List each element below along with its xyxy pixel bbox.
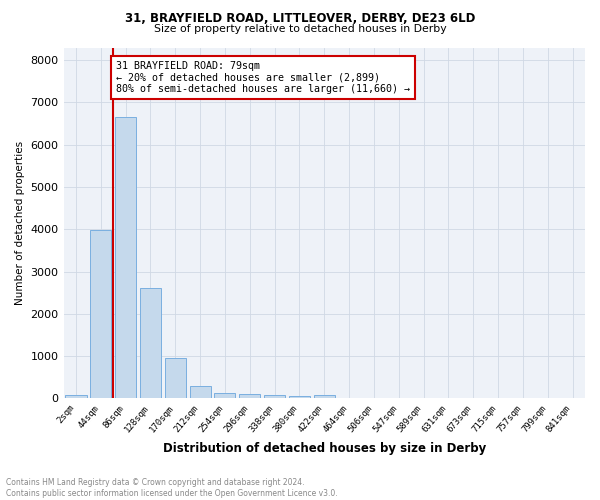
Bar xyxy=(289,396,310,398)
Bar xyxy=(239,394,260,398)
Bar xyxy=(165,358,186,399)
Bar xyxy=(314,394,335,398)
Bar xyxy=(214,393,235,398)
Y-axis label: Number of detached properties: Number of detached properties xyxy=(15,141,25,305)
Bar xyxy=(264,396,285,398)
Bar xyxy=(115,117,136,398)
Bar xyxy=(190,386,211,398)
Bar xyxy=(90,230,112,398)
Text: 31 BRAYFIELD ROAD: 79sqm
← 20% of detached houses are smaller (2,899)
80% of sem: 31 BRAYFIELD ROAD: 79sqm ← 20% of detach… xyxy=(116,61,410,94)
Bar xyxy=(140,288,161,399)
X-axis label: Distribution of detached houses by size in Derby: Distribution of detached houses by size … xyxy=(163,442,486,455)
Bar xyxy=(65,396,86,398)
Text: Contains HM Land Registry data © Crown copyright and database right 2024.
Contai: Contains HM Land Registry data © Crown c… xyxy=(6,478,338,498)
Text: Size of property relative to detached houses in Derby: Size of property relative to detached ho… xyxy=(154,24,446,34)
Text: 31, BRAYFIELD ROAD, LITTLEOVER, DERBY, DE23 6LD: 31, BRAYFIELD ROAD, LITTLEOVER, DERBY, D… xyxy=(125,12,475,26)
